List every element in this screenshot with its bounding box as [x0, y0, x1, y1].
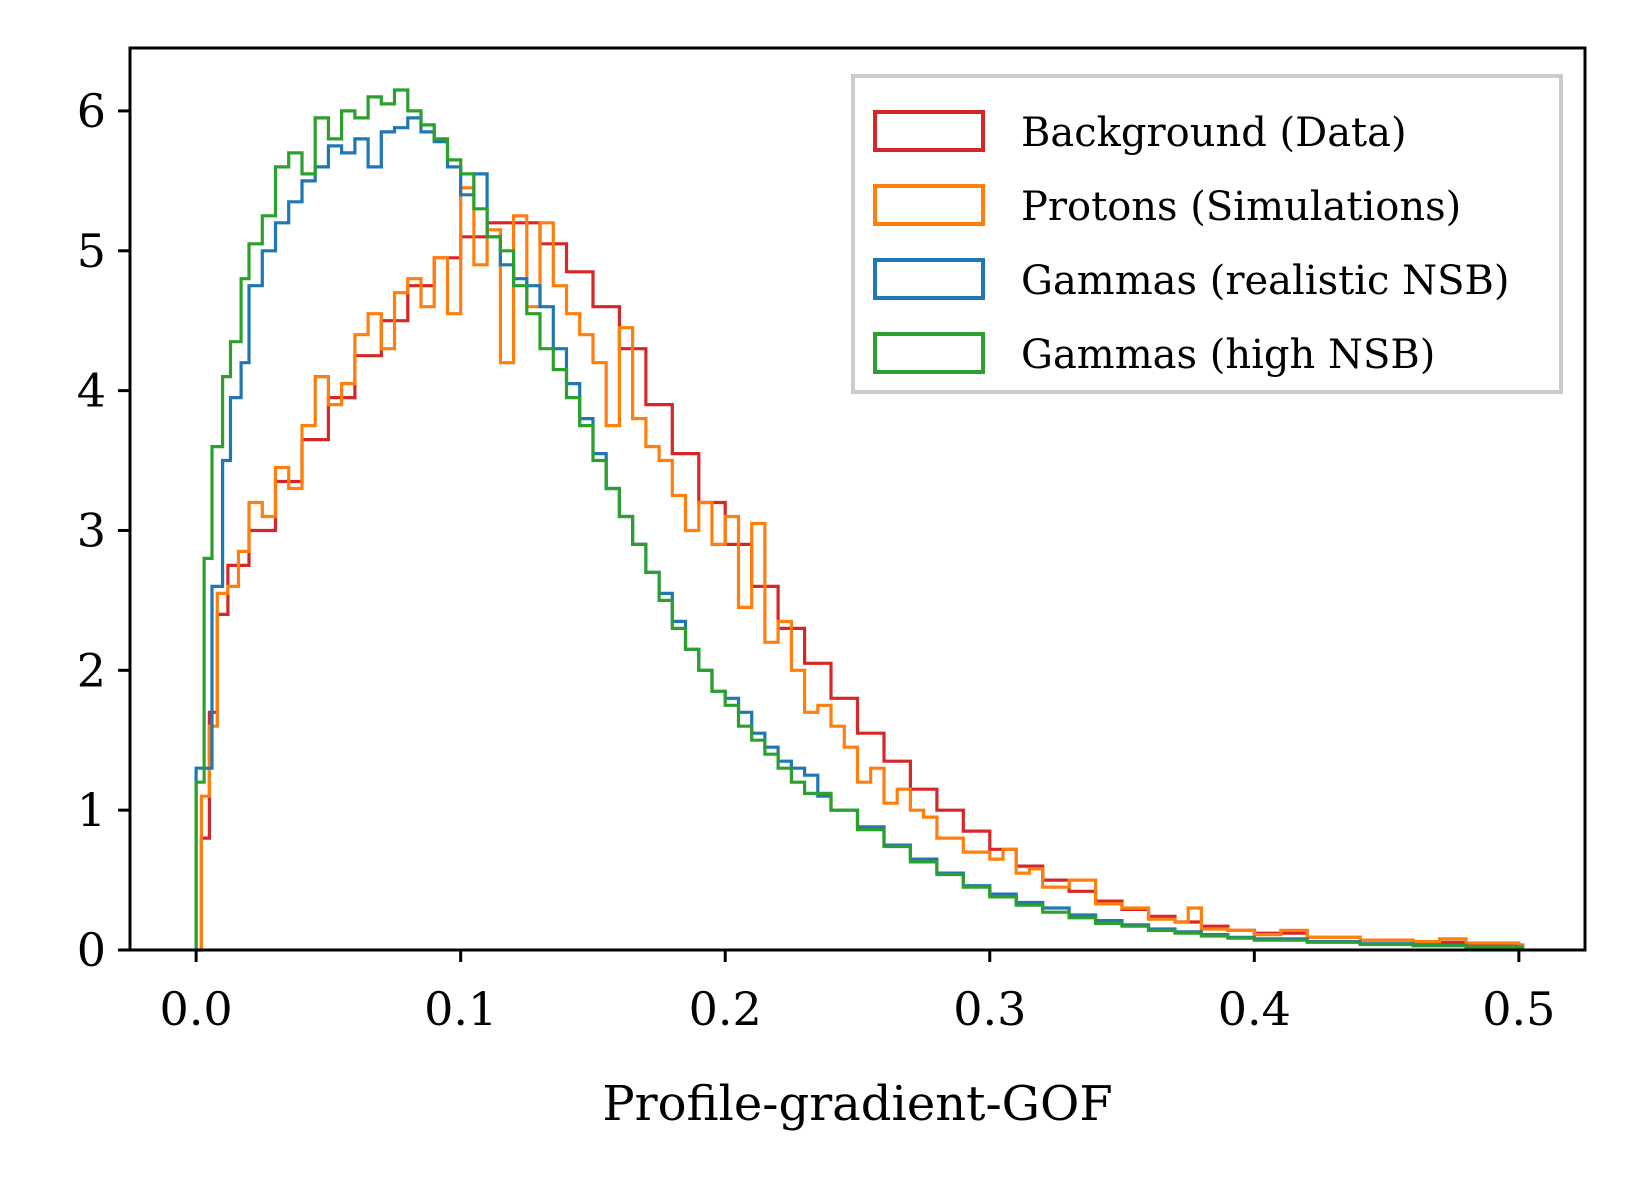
series-line-4 [194, 88, 1525, 950]
x-tick-label: 0.1 [424, 982, 497, 1036]
y-tick-label: 4 [77, 364, 106, 418]
legend-label: Gammas (realistic NSB) [1021, 258, 1510, 304]
x-tick-label: 0.3 [953, 982, 1026, 1036]
y-axis-ticks: 0 1 2 3 4 5 6 [77, 84, 130, 977]
series-layer [194, 88, 1525, 952]
legend-swatch [873, 184, 985, 226]
legend-frame [851, 74, 1563, 394]
x-axis-ticks: 0.0 0.1 0.2 0.3 0.4 0.5 [160, 950, 1555, 1036]
y-tick-label: 0 [77, 923, 106, 977]
series-line-2 [196, 186, 1525, 952]
x-tick-label: 0.5 [1482, 982, 1555, 1036]
legend-label: Background (Data) [1021, 110, 1407, 156]
legend-label: Gammas (high NSB) [1021, 332, 1435, 378]
x-tick-label: 0.2 [689, 982, 762, 1036]
legend: Background (Data) Protons (Simulations) Ga… [851, 74, 1563, 394]
legend-items: Background (Data) Protons (Simulations) Ga… [873, 110, 1510, 378]
x-axis-title: Profile-gradient-GOF [602, 1076, 1112, 1132]
legend-swatch [873, 258, 985, 300]
legend-swatch [873, 332, 985, 374]
x-tick-label: 0.4 [1218, 982, 1291, 1036]
legend-swatch [873, 110, 985, 152]
y-tick-label: 5 [77, 224, 106, 278]
y-tick-label: 1 [77, 783, 106, 837]
y-tick-label: 3 [77, 503, 106, 557]
y-tick-label: 2 [77, 643, 106, 697]
y-tick-label: 6 [77, 84, 106, 138]
axes-frame [128, 46, 1587, 952]
legend-label: Protons (Simulations) [1021, 184, 1461, 230]
x-tick-label: 0.0 [160, 982, 233, 1036]
